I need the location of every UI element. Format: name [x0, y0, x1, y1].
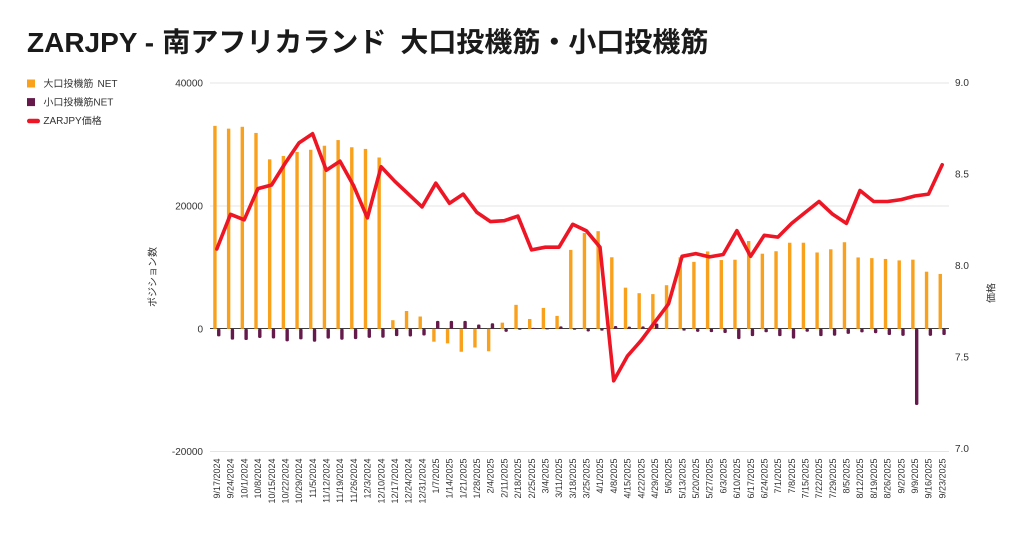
- svg-text:2/25/2025: 2/25/2025: [527, 459, 537, 499]
- svg-text:11/19/2024: 11/19/2024: [335, 459, 345, 503]
- svg-text:6/24/2025: 6/24/2025: [760, 459, 770, 499]
- svg-text:5/6/2025: 5/6/2025: [664, 459, 674, 494]
- svg-text:7/22/2025: 7/22/2025: [814, 459, 824, 499]
- svg-text:3/4/2025: 3/4/2025: [541, 459, 551, 494]
- svg-text:6/17/2025: 6/17/2025: [746, 459, 756, 499]
- svg-text:NET: NET: [98, 79, 118, 90]
- svg-text:20000: 20000: [175, 202, 203, 213]
- svg-text:3/11/2025: 3/11/2025: [554, 459, 564, 498]
- svg-text:6/10/2025: 6/10/2025: [732, 459, 742, 499]
- svg-text:4/15/2025: 4/15/2025: [623, 459, 633, 499]
- svg-text:5/20/2025: 5/20/2025: [691, 459, 701, 499]
- svg-text:7.0: 7.0: [955, 444, 969, 455]
- svg-text:4/29/2025: 4/29/2025: [650, 459, 660, 499]
- svg-text:10/22/2024: 10/22/2024: [281, 459, 291, 504]
- svg-text:12/31/2024: 12/31/2024: [417, 459, 427, 504]
- svg-text:0: 0: [197, 324, 203, 335]
- svg-text:8/12/2025: 8/12/2025: [855, 459, 865, 499]
- svg-text:9/9/2025: 9/9/2025: [910, 459, 920, 494]
- svg-text:4/8/2025: 4/8/2025: [609, 459, 619, 494]
- svg-text:7.5: 7.5: [955, 353, 969, 364]
- svg-text:8.0: 8.0: [955, 261, 969, 272]
- svg-text:1/14/2025: 1/14/2025: [445, 459, 455, 499]
- svg-text:12/10/2024: 12/10/2024: [376, 459, 386, 504]
- svg-text:9/17/2024: 9/17/2024: [212, 459, 222, 499]
- svg-text:5/27/2025: 5/27/2025: [705, 459, 715, 499]
- svg-text:10/29/2024: 10/29/2024: [294, 459, 304, 504]
- svg-text:9/23/2025: 9/23/2025: [937, 459, 947, 499]
- svg-text:12/3/2024: 12/3/2024: [363, 459, 373, 499]
- svg-text:2/4/2025: 2/4/2025: [486, 459, 496, 494]
- svg-text:40000: 40000: [175, 79, 203, 90]
- svg-text:1/7/2025: 1/7/2025: [431, 459, 441, 494]
- svg-text:4/22/2025: 4/22/2025: [636, 459, 646, 499]
- svg-text:10/15/2024: 10/15/2024: [267, 459, 277, 504]
- svg-text:5/13/2025: 5/13/2025: [677, 459, 687, 499]
- svg-text:1/21/2025: 1/21/2025: [458, 459, 468, 499]
- svg-text:2/18/2025: 2/18/2025: [513, 459, 523, 499]
- svg-text:4/1/2025: 4/1/2025: [595, 459, 605, 494]
- svg-text:11/26/2024: 11/26/2024: [349, 459, 359, 503]
- svg-text:ZARJPY: ZARJPY: [43, 116, 82, 127]
- svg-text:-20000: -20000: [172, 447, 204, 458]
- svg-text:1/28/2025: 1/28/2025: [472, 459, 482, 499]
- svg-text:10/8/2024: 10/8/2024: [253, 459, 263, 499]
- svg-text:NET: NET: [93, 98, 113, 109]
- svg-text:7/15/2025: 7/15/2025: [801, 459, 811, 499]
- svg-text:3/25/2025: 3/25/2025: [582, 459, 592, 499]
- svg-text:8/5/2025: 8/5/2025: [842, 459, 852, 494]
- svg-text:11/12/2024: 11/12/2024: [322, 459, 332, 503]
- svg-text:7/8/2025: 7/8/2025: [787, 459, 797, 494]
- svg-text:7/29/2025: 7/29/2025: [828, 459, 838, 499]
- svg-text:11/5/2024: 11/5/2024: [308, 459, 318, 498]
- svg-text:8.5: 8.5: [955, 170, 969, 181]
- svg-text:12/17/2024: 12/17/2024: [390, 459, 400, 504]
- svg-text:3/18/2025: 3/18/2025: [568, 459, 578, 499]
- svg-text:9/16/2025: 9/16/2025: [924, 459, 934, 499]
- svg-text:9/2/2025: 9/2/2025: [896, 459, 906, 494]
- svg-text:8/19/2025: 8/19/2025: [869, 459, 879, 499]
- svg-text:10/1/2024: 10/1/2024: [239, 459, 249, 499]
- svg-text:8/26/2025: 8/26/2025: [883, 459, 893, 499]
- svg-text:12/24/2024: 12/24/2024: [404, 459, 414, 504]
- svg-text:ZARJPY -: ZARJPY -: [27, 27, 154, 58]
- svg-text:9/24/2024: 9/24/2024: [226, 459, 236, 499]
- svg-text:6/3/2025: 6/3/2025: [718, 459, 728, 494]
- svg-text:2/11/2025: 2/11/2025: [499, 459, 509, 498]
- svg-text:7/1/2025: 7/1/2025: [773, 459, 783, 494]
- svg-text:9.0: 9.0: [955, 78, 969, 89]
